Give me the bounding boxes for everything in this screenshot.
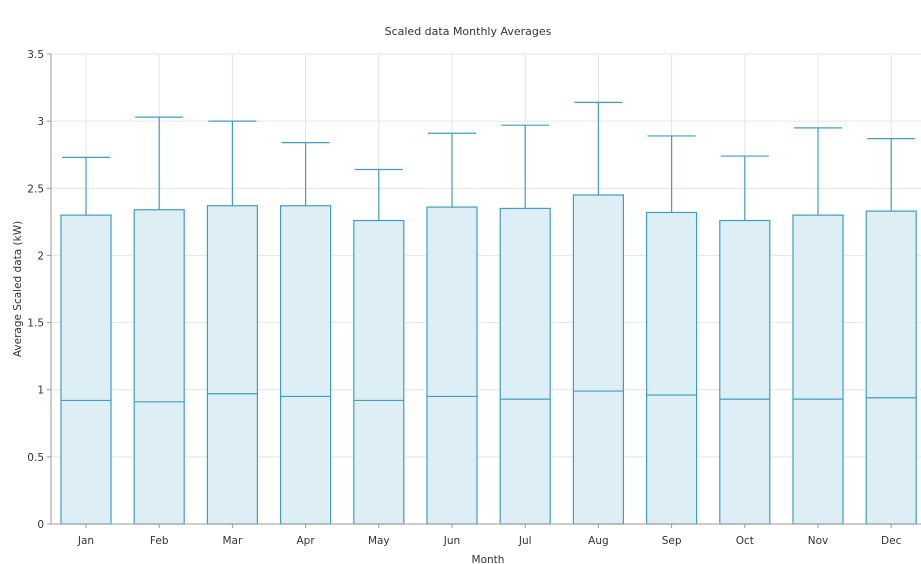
- box-body: [353, 219, 405, 525]
- box-body: [865, 210, 917, 525]
- box-body: [572, 194, 625, 525]
- box-dec: [865, 138, 917, 525]
- y-tick-label: 2: [37, 250, 44, 262]
- box-apr: [280, 142, 332, 525]
- box-body: [792, 214, 844, 525]
- box-body: [206, 205, 258, 525]
- y-tick-label: 1: [37, 385, 44, 397]
- y-tick-label: 2.5: [27, 183, 44, 195]
- x-tick-label: Dec: [881, 535, 902, 547]
- box-body: [645, 211, 698, 525]
- y-axis-label: Average Scaled data (kW): [12, 221, 24, 357]
- box-oct: [719, 155, 771, 525]
- x-tick-label: Jul: [518, 535, 532, 547]
- y-tick-label: 0: [37, 519, 44, 531]
- box-jul: [499, 124, 551, 525]
- x-tick-label: Jan: [77, 535, 94, 547]
- x-tick-label: Apr: [297, 535, 316, 547]
- x-tick-label: Jun: [443, 535, 460, 547]
- x-tick-label: Oct: [736, 535, 754, 547]
- box-body: [719, 219, 771, 525]
- box-feb: [133, 116, 185, 525]
- box-plot-series: [60, 101, 917, 525]
- y-tick-label: 0.5: [27, 452, 44, 464]
- box-body: [499, 207, 551, 525]
- x-axis-label: Month: [472, 554, 505, 564]
- box-body: [133, 209, 185, 525]
- x-tick-label: Sep: [662, 535, 682, 547]
- y-tick-label: 1.5: [27, 318, 44, 330]
- box-nov: [792, 127, 844, 525]
- x-tick-label: May: [368, 535, 390, 547]
- chart-title: Scaled data Monthly Averages: [385, 25, 552, 38]
- box-sep: [645, 135, 698, 525]
- box-aug: [572, 101, 625, 525]
- x-tick-label: Aug: [588, 535, 609, 547]
- box-body: [280, 205, 332, 525]
- x-tick-label: Mar: [222, 535, 242, 547]
- box-jan: [60, 156, 112, 525]
- axes: 0 0.5 1 1.5 2 2.5 3 3.5 Jan Feb Mar Apr May Jun Jul Aug…: [27, 49, 921, 547]
- box-may: [353, 168, 405, 525]
- box-body: [60, 214, 112, 525]
- y-tick-label: 3.5: [27, 49, 44, 61]
- box-jun: [426, 132, 478, 525]
- y-tick-label: 3: [37, 116, 44, 128]
- x-tick-label: Feb: [150, 535, 169, 547]
- box-mar: [206, 120, 258, 525]
- x-tick-label: Nov: [808, 535, 829, 547]
- box-body: [426, 206, 478, 525]
